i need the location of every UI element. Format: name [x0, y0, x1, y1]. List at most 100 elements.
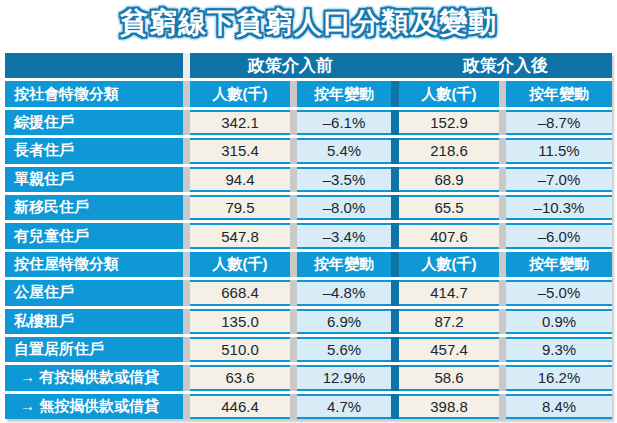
section-divider — [391, 365, 399, 390]
section-divider — [391, 81, 399, 106]
column-separator — [183, 110, 190, 135]
data-cell: 4.7% — [297, 394, 391, 419]
column-separator — [499, 365, 506, 390]
table-row: 長者住戶315.45.4%218.611.5% — [5, 138, 612, 163]
data-cell: –8.7% — [506, 110, 612, 135]
data-cell: 58.6 — [399, 365, 499, 390]
data-cell: 152.9 — [399, 110, 499, 135]
row-label: 公屋住戶 — [5, 280, 183, 305]
column-separator — [183, 252, 190, 277]
data-cell: 5.6% — [297, 337, 391, 362]
poverty-infographic: 貧窮線下貧窮人口分類及變動 政策介入前 政策介入後 按社會特徵分類人數(千)按年… — [0, 0, 617, 423]
table-row: 新移民住戶79.5–8.0%65.5–10.3% — [5, 195, 612, 220]
section-divider — [391, 252, 399, 277]
row-label: 長者住戶 — [5, 138, 183, 163]
column-header: 按年變動 — [297, 252, 391, 277]
section-divider — [391, 280, 399, 305]
header-before-intervention: 政策介入前 — [190, 53, 391, 78]
data-cell: 8.4% — [506, 394, 612, 419]
column-separator — [183, 138, 190, 163]
column-separator — [499, 138, 506, 163]
data-cell: –3.5% — [297, 167, 391, 192]
column-separator — [183, 280, 190, 305]
table-row: 自置居所住戶510.05.6%457.49.3% — [5, 337, 612, 362]
column-header: 按年變動 — [506, 81, 612, 106]
data-cell: 218.6 — [399, 138, 499, 163]
data-cell: 547.8 — [190, 223, 290, 248]
column-header: 人數(千) — [190, 252, 290, 277]
data-cell: 87.2 — [399, 309, 499, 334]
table-subheader-row: 按住屋特徵分類人數(千)按年變動人數(千)按年變動 — [5, 252, 612, 277]
data-cell: 11.5% — [506, 138, 612, 163]
column-separator — [183, 365, 190, 390]
data-cell: 135.0 — [190, 309, 290, 334]
row-label: 私樓租戶 — [5, 309, 183, 334]
row-label: → 無按揭供款或借貸 — [5, 394, 183, 419]
row-label: 新移民住戶 — [5, 195, 183, 220]
table-row: 有兒童住戶 547.8 –3.4% 407.6 –6.0% — [5, 223, 612, 248]
column-separator — [183, 337, 190, 362]
column-separator — [290, 252, 297, 277]
poverty-table: 政策介入前 政策介入後 按社會特徵分類人數(千)按年變動人數(千)按年變動綜援住… — [5, 53, 612, 419]
data-cell: 12.9% — [297, 365, 391, 390]
data-cell: 668.4 — [190, 280, 290, 305]
data-cell: 446.4 — [190, 394, 290, 419]
data-cell: 342.1 — [190, 110, 290, 135]
data-cell: 407.6 — [399, 223, 499, 248]
page-title: 貧窮線下貧窮人口分類及變動 — [0, 4, 617, 42]
column-separator — [499, 195, 506, 220]
column-separator — [499, 394, 506, 419]
section-divider — [391, 195, 399, 220]
data-cell: –4.8% — [297, 280, 391, 305]
column-separator — [499, 223, 506, 248]
column-separator — [290, 195, 297, 220]
section-header-label: 按住屋特徵分類 — [5, 252, 183, 277]
column-separator — [290, 365, 297, 390]
section-divider — [391, 394, 399, 419]
column-separator — [183, 81, 190, 106]
data-cell: 510.0 — [190, 337, 290, 362]
data-cell: 16.2% — [506, 365, 612, 390]
column-separator — [183, 309, 190, 334]
column-separator — [499, 280, 506, 305]
header-empty-cell — [5, 53, 183, 78]
column-separator — [183, 394, 190, 419]
column-separator — [290, 138, 297, 163]
column-header: 按年變動 — [297, 81, 391, 106]
data-cell: –8.0% — [297, 195, 391, 220]
table-row: 綜援住戶342.1–6.1%152.9–8.7% — [5, 110, 612, 135]
column-separator — [290, 81, 297, 106]
data-cell: 65.5 — [399, 195, 499, 220]
section-divider — [391, 138, 399, 163]
data-cell: 414.7 — [399, 280, 499, 305]
column-separator — [183, 223, 190, 248]
data-cell: –6.0% — [506, 223, 612, 248]
column-separator — [290, 309, 297, 334]
data-cell: 9.3% — [506, 337, 612, 362]
row-label: 有兒童住戶 — [5, 223, 183, 248]
table-row: 公屋住戶 668.4 –4.8% 414.7 –5.0% — [5, 280, 612, 305]
column-separator — [290, 337, 297, 362]
column-separator — [183, 53, 190, 78]
column-separator — [499, 167, 506, 192]
column-header: 人數(千) — [399, 252, 499, 277]
data-cell: –5.0% — [506, 280, 612, 305]
data-cell: 6.9% — [297, 309, 391, 334]
data-cell: 398.8 — [399, 394, 499, 419]
column-separator — [499, 309, 506, 334]
section-header-label: 按社會特徵分類 — [5, 81, 183, 106]
section-divider — [391, 309, 399, 334]
data-cell: 94.4 — [190, 167, 290, 192]
row-label: 單親住戶 — [5, 167, 183, 192]
column-separator — [290, 110, 297, 135]
data-cell: 457.4 — [399, 337, 499, 362]
column-separator — [290, 394, 297, 419]
data-cell: –3.4% — [297, 223, 391, 248]
column-header: 人數(千) — [190, 81, 290, 106]
column-separator — [290, 223, 297, 248]
section-divider — [391, 223, 399, 248]
header-after-intervention: 政策介入後 — [399, 53, 612, 78]
data-cell: 63.6 — [190, 365, 290, 390]
row-label: → 有按揭供款或借貸 — [5, 365, 183, 390]
column-separator — [290, 280, 297, 305]
